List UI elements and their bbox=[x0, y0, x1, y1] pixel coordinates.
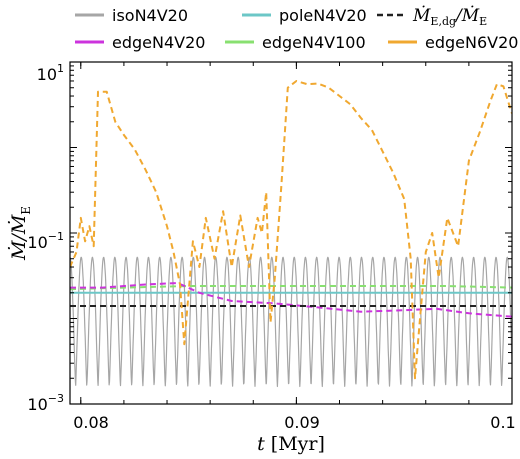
x-tick-label-1: 0.09 bbox=[284, 413, 320, 432]
x-tick-label-0: 0.08 bbox=[73, 413, 109, 432]
legend-label-poleN4V20: poleN4V20 bbox=[279, 6, 367, 25]
y-tick-label-2: 10−3 bbox=[27, 392, 64, 414]
series-line-edgen6v20 bbox=[70, 80, 512, 380]
legend-label-eddington-ratio: ṀE,dg/ṀE bbox=[412, 5, 487, 28]
y-tick-label-0: 101 bbox=[37, 62, 64, 84]
legend-entry-edgeN4V100: edgeN4V100 bbox=[225, 33, 366, 52]
legend-entry-poleN4V20: poleN4V20 bbox=[242, 6, 367, 25]
x-tick-label-2: 0.1 bbox=[490, 413, 515, 432]
series-line-ison4v20 bbox=[70, 256, 512, 388]
legend-entry-edgeN4V20: edgeN4V20 bbox=[75, 33, 205, 52]
x-axis-label: t [Myr] bbox=[257, 433, 325, 455]
tick-layer bbox=[70, 61, 513, 405]
series-line-edgen4v20 bbox=[70, 282, 512, 318]
series-line-edgen4v100 bbox=[70, 285, 512, 291]
series-layer bbox=[70, 80, 512, 388]
legend: isoN4V20 poleN4V20 ṀE,dg/ṀE edgeN4V20 ed… bbox=[75, 5, 518, 52]
y-tick-labels: 101 10−1 10−3 bbox=[27, 62, 64, 414]
legend-entry-eddington-ratio: ṀE,dg/ṀE bbox=[377, 5, 487, 28]
legend-label-isoN4V20: isoN4V20 bbox=[112, 6, 188, 25]
legend-entry-isoN4V20: isoN4V20 bbox=[75, 6, 188, 25]
legend-entry-edgeN6V20: edgeN6V20 bbox=[388, 33, 518, 52]
legend-label-edgeN4V100: edgeN4V100 bbox=[262, 33, 366, 52]
legend-label-edgeN6V20: edgeN6V20 bbox=[425, 33, 518, 52]
legend-label-edgeN4V20: edgeN4V20 bbox=[112, 33, 205, 52]
y-tick-label-1: 10−1 bbox=[27, 230, 64, 252]
y-axis-label: Ṁ/ṀE bbox=[7, 206, 33, 261]
x-tick-labels: 0.08 0.09 0.1 bbox=[73, 413, 516, 432]
